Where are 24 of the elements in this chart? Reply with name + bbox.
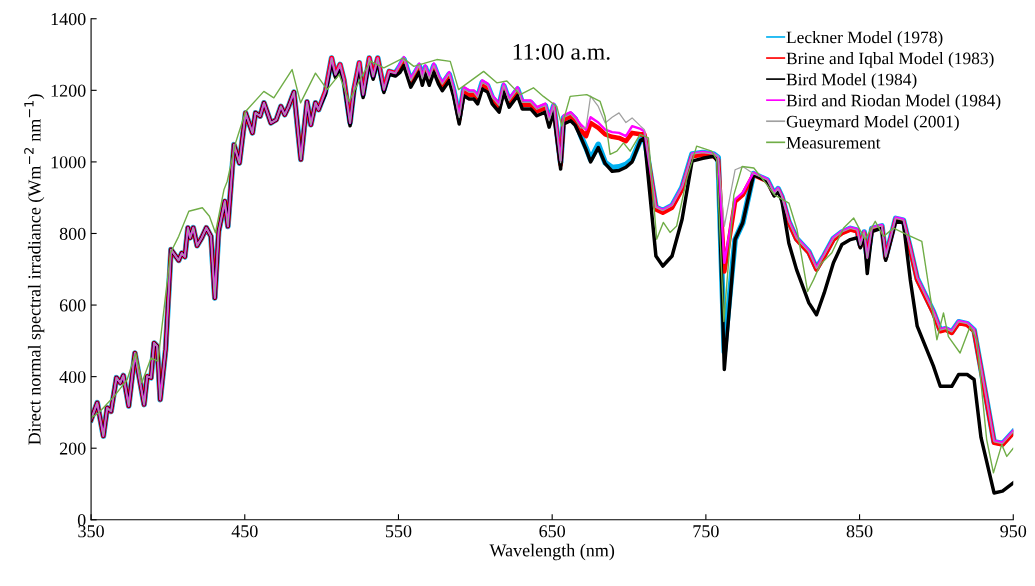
x-tick-label: 650 bbox=[539, 525, 566, 538]
y-axis-title: Direct normal spectral irradiance (Wm$^{−2}$ nm$^{−1}$) bbox=[24, 94, 45, 445]
x-tick-label: 850 bbox=[846, 525, 873, 538]
x-tick-label: 550 bbox=[385, 525, 412, 538]
x-tick-label: 350 bbox=[78, 525, 104, 538]
legend-label: Bird Model (1984) bbox=[786, 73, 917, 89]
legend-label: Gueymard Model (2001) bbox=[786, 115, 959, 132]
y-tick-label: 400 bbox=[59, 370, 86, 384]
y-tick-label: 200 bbox=[59, 442, 86, 455]
x-tick-label: 450 bbox=[231, 525, 258, 538]
y-tick-label: 0 bbox=[77, 514, 86, 527]
annotation: 11:00 a.m. bbox=[513, 43, 610, 60]
legend-label: Leckner Model (1978) bbox=[786, 31, 943, 47]
x-axis-title: Wavelength (nm) bbox=[489, 543, 615, 561]
y-tick-label: 600 bbox=[59, 299, 86, 312]
y-tick-label: 800 bbox=[59, 227, 86, 240]
legend-label: Bird and Riodan Model (1984) bbox=[786, 94, 1001, 110]
y-tick-label: 1000 bbox=[51, 156, 86, 169]
y-tick-label: 1200 bbox=[51, 84, 86, 97]
legend-label: Measurement bbox=[786, 137, 881, 149]
legend-label: Brine and Iqbal Model (1983) bbox=[786, 52, 994, 68]
y-tick-label: 1400 bbox=[51, 13, 86, 26]
x-tick-label: 950 bbox=[1000, 525, 1027, 538]
x-tick-label: 750 bbox=[693, 525, 719, 538]
